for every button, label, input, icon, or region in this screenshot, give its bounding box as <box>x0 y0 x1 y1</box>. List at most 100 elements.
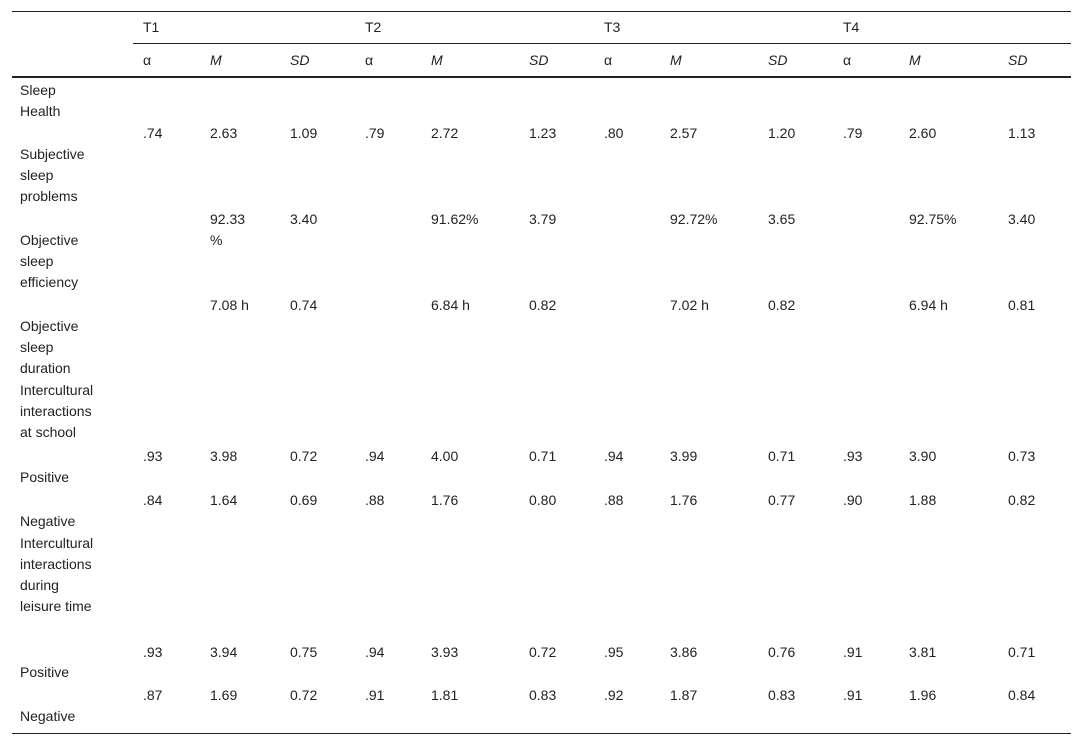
cell-value: 0.75 <box>290 644 318 660</box>
cell-value: 2.57 <box>670 125 698 141</box>
group-header: T4 <box>843 19 860 35</box>
cell-value: 1.23 <box>529 125 557 141</box>
cell-value: 0.77 <box>768 492 796 508</box>
column-header: α <box>843 52 852 68</box>
cell-value: 4.00 <box>431 448 459 464</box>
cell-value: 0.72 <box>290 448 318 464</box>
cell-value: .93 <box>143 448 163 464</box>
cell-value: .88 <box>365 492 385 508</box>
top-rule <box>12 11 1071 12</box>
cell-value: 3.79 <box>529 211 557 227</box>
cell-value: 0.69 <box>290 492 318 508</box>
cell-value: 0.71 <box>529 448 557 464</box>
cell-value: 3.65 <box>768 211 796 227</box>
column-header: SD <box>290 52 310 68</box>
cell-value: 0.74 <box>290 297 318 313</box>
group-header: T3 <box>604 19 621 35</box>
cell-value: .79 <box>843 125 863 141</box>
header-rule <box>12 76 1071 78</box>
column-header: α <box>365 52 374 68</box>
cell-value: 2.63 <box>210 125 238 141</box>
cell-value: 3.86 <box>670 644 698 660</box>
row-label: Subjective sleep problems <box>20 146 85 204</box>
cell-value: .79 <box>365 125 385 141</box>
cell-value: 0.73 <box>1008 448 1036 464</box>
cell-value: 0.83 <box>529 687 557 703</box>
row-label: Negative <box>20 513 76 529</box>
cell-value: 1.81 <box>431 687 459 703</box>
row-label: Intercultural interactions during leisur… <box>20 535 94 614</box>
row-label: Sleep Health <box>20 82 61 119</box>
column-header: α <box>143 52 152 68</box>
cell-value: 3.94 <box>210 644 238 660</box>
cell-value: .92 <box>604 687 624 703</box>
column-header: M <box>431 52 443 68</box>
row-label: Objective sleep efficiency <box>20 232 79 290</box>
cell-value: .74 <box>143 125 163 141</box>
cell-value: .93 <box>843 448 863 464</box>
cell-value: 3.93 <box>431 644 459 660</box>
column-header: M <box>210 52 222 68</box>
cell-value: .91 <box>843 687 863 703</box>
cell-value: 6.84 h <box>431 297 470 313</box>
cell-value: 2.72 <box>431 125 459 141</box>
column-header: SD <box>1008 52 1028 68</box>
cell-value: 0.83 <box>768 687 796 703</box>
cell-value: .87 <box>143 687 163 703</box>
cell-value: .95 <box>604 644 624 660</box>
cell-value: 92.75% <box>909 211 957 227</box>
row-label: Intercultural interactions at school <box>20 382 94 440</box>
cell-value: 0.72 <box>529 644 557 660</box>
cell-value: 1.88 <box>909 492 937 508</box>
cell-value: 92.72% <box>670 211 718 227</box>
cell-value: 3.90 <box>909 448 937 464</box>
bottom-rule <box>12 733 1071 734</box>
cell-value: 0.82 <box>529 297 557 313</box>
cell-value: 1.87 <box>670 687 698 703</box>
cell-value: 1.96 <box>909 687 937 703</box>
cell-value: 0.84 <box>1008 687 1036 703</box>
cell-value: 0.76 <box>768 644 796 660</box>
column-header: M <box>909 52 921 68</box>
cell-value: 3.40 <box>1008 211 1036 227</box>
cell-value: 0.82 <box>768 297 796 313</box>
cell-value: 0.81 <box>1008 297 1036 313</box>
row-label: Objective sleep duration <box>20 318 79 376</box>
group-header: T2 <box>365 19 382 35</box>
cell-value: 1.09 <box>290 125 318 141</box>
cell-value: 0.71 <box>768 448 796 464</box>
cell-value: 2.60 <box>909 125 937 141</box>
cell-value: 7.02 h <box>670 297 709 313</box>
cell-value: 3.99 <box>670 448 698 464</box>
column-header: SD <box>529 52 549 68</box>
group-header: T1 <box>143 19 160 35</box>
cell-value: 91.62% <box>431 211 479 227</box>
column-header: M <box>670 52 682 68</box>
cell-value: 1.64 <box>210 492 238 508</box>
row-label: Positive <box>20 469 70 485</box>
cell-value: .94 <box>365 644 385 660</box>
cell-value: .84 <box>143 492 163 508</box>
column-header: SD <box>768 52 788 68</box>
cell-value: .94 <box>604 448 624 464</box>
cell-value: 6.94 h <box>909 297 948 313</box>
row-label: Positive <box>20 664 70 680</box>
cell-value: 0.71 <box>1008 644 1036 660</box>
cell-value: 1.20 <box>768 125 796 141</box>
cell-value: 92.33 % <box>210 211 246 248</box>
row-label: Negative <box>20 708 76 724</box>
cell-value: 1.76 <box>670 492 698 508</box>
cell-value: 0.72 <box>290 687 318 703</box>
cell-value: .94 <box>365 448 385 464</box>
cell-value: .80 <box>604 125 624 141</box>
cell-value: 1.69 <box>210 687 238 703</box>
cell-value: 1.76 <box>431 492 459 508</box>
cell-value: .91 <box>843 644 863 660</box>
group-rule <box>133 43 1071 44</box>
cell-value: 0.82 <box>1008 492 1036 508</box>
cell-value: .88 <box>604 492 624 508</box>
cell-value: .93 <box>143 644 163 660</box>
cell-value: 0.80 <box>529 492 557 508</box>
cell-value: 7.08 h <box>210 297 249 313</box>
